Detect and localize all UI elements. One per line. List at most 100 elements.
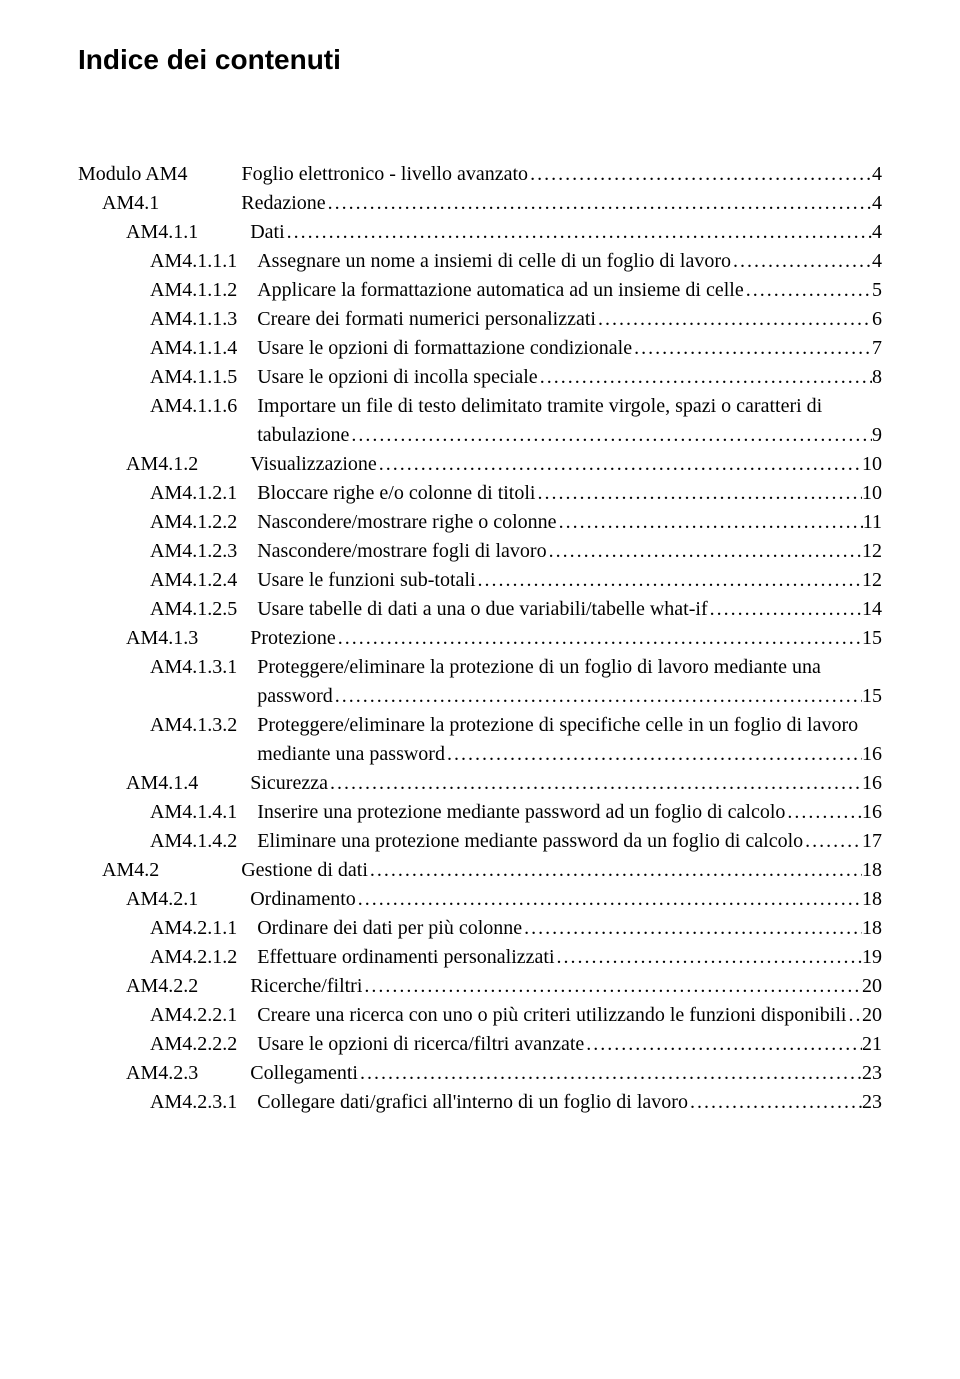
toc-page: 12	[862, 570, 882, 590]
toc-page: 18	[862, 918, 882, 938]
toc-entry: AM4.2.2.2Usare le opzioni di ricerca/fil…	[78, 1034, 882, 1054]
toc-number: AM4.2	[102, 860, 159, 880]
toc-number: AM4.2.3.1	[150, 1092, 237, 1112]
toc-label: Usare le opzioni di ricerca/filtri avanz…	[237, 1034, 584, 1054]
toc-label: Ordinamento	[198, 889, 356, 909]
toc-leader: ........................................…	[528, 164, 872, 184]
toc-label: Foglio elettronico - livello avanzato	[187, 164, 528, 184]
toc-page: 11	[863, 512, 882, 532]
toc-number: AM4.1.2.5	[150, 599, 237, 619]
toc-page: 16	[862, 744, 882, 764]
toc-label: Effettuare ordinamenti personalizzati	[237, 947, 554, 967]
toc-number: Modulo AM4	[78, 164, 187, 184]
toc-page: 20	[862, 976, 882, 996]
toc-page: 4	[872, 164, 882, 184]
toc-label: Assegnare un nome a insiemi di celle di …	[237, 251, 731, 271]
toc-leader: ........................................…	[362, 976, 862, 996]
toc-number: AM4.1.3.2	[150, 715, 237, 735]
toc-label: Usare le funzioni sub-totali	[237, 570, 475, 590]
toc-number: AM4.1.2.3	[150, 541, 237, 561]
toc-label: Sicurezza	[198, 773, 328, 793]
toc-page: 19	[862, 947, 882, 967]
toc-label: Ordinare dei dati per più colonne	[237, 918, 522, 938]
toc-label: Creare dei formati numerici personalizza…	[237, 309, 596, 329]
toc-leader: ........................................…	[557, 512, 863, 532]
toc-entry: AM4.1.3Protezione.......................…	[78, 628, 882, 648]
toc-leader: ........................................…	[349, 425, 872, 445]
toc-label: Usare le opzioni di incolla speciale	[237, 367, 537, 387]
toc-entry: AM4.1.3.2Proteggere/eliminare la protezi…	[78, 715, 882, 735]
toc-page: 23	[862, 1063, 882, 1083]
toc-page: 9	[872, 425, 882, 445]
toc-leader: ........................................…	[328, 773, 862, 793]
toc-entry: AM4.1.1Dati.............................…	[78, 222, 882, 242]
toc-number: AM4.1	[102, 193, 159, 213]
toc-leader: ........................................…	[547, 541, 862, 561]
toc-number: AM4.1.4.2	[150, 831, 237, 851]
table-of-contents: Modulo AM4Foglio elettronico - livello a…	[78, 164, 882, 1112]
toc-label: Nascondere/mostrare righe o colonne	[237, 512, 556, 532]
page-title: Indice dei contenuti	[78, 44, 882, 76]
toc-leader: ........................................…	[846, 1005, 862, 1025]
toc-number: AM4.1.2.2	[150, 512, 237, 532]
toc-page: 14	[862, 599, 882, 619]
toc-leader: ........................................…	[535, 483, 862, 503]
toc-leader: ........................................…	[356, 889, 862, 909]
toc-leader: ........................................…	[744, 280, 872, 300]
toc-number: AM4.1.1.3	[150, 309, 237, 329]
toc-leader: ........................................…	[326, 193, 872, 213]
toc-label: Collegamenti	[198, 1063, 358, 1083]
toc-page: 10	[862, 483, 882, 503]
toc-entry: AM4.1.1.3Creare dei formati numerici per…	[78, 309, 882, 329]
toc-page: 16	[862, 773, 882, 793]
toc-number: AM4.1.1.6	[150, 396, 237, 416]
toc-number: AM4.1.1.5	[150, 367, 237, 387]
toc-label: Collegare dati/grafici all'interno di un…	[237, 1092, 688, 1112]
toc-leader: ........................................…	[377, 454, 862, 474]
toc-entry: AM4.1.4Sicurezza........................…	[78, 773, 882, 793]
toc-leader: ........................................…	[688, 1092, 862, 1112]
toc-label: Bloccare righe e/o colonne di titoli	[237, 483, 535, 503]
toc-page: 17	[862, 831, 882, 851]
toc-page: 12	[862, 541, 882, 561]
toc-label: Ricerche/filtri	[198, 976, 362, 996]
toc-label: Proteggere/eliminare la protezione di un…	[237, 657, 821, 677]
toc-entry: AM4.1.2.3Nascondere/mostrare fogli di la…	[78, 541, 882, 561]
toc-page: 18	[862, 860, 882, 880]
toc-number: AM4.2.1.1	[150, 918, 237, 938]
toc-label: Nascondere/mostrare fogli di lavoro	[237, 541, 546, 561]
toc-entry: AM4.1.1.1Assegnare un nome a insiemi di …	[78, 251, 882, 271]
toc-leader: ........................................…	[803, 831, 862, 851]
toc-leader: ........................................…	[445, 744, 862, 764]
toc-label: Gestione di dati	[159, 860, 368, 880]
toc-label: Protezione	[198, 628, 336, 648]
toc-page: 23	[862, 1092, 882, 1112]
toc-number: AM4.1.4.1	[150, 802, 237, 822]
toc-entry: AM4.1.2Visualizzazione..................…	[78, 454, 882, 474]
toc-number: AM4.1.1.4	[150, 338, 237, 358]
toc-leader: ........................................…	[358, 1063, 862, 1083]
toc-page: 4	[872, 222, 882, 242]
toc-entry: AM4.2.3Collegamenti.....................…	[78, 1063, 882, 1083]
toc-leader: ........................................…	[596, 309, 872, 329]
toc-entry: AM4.0.0.0password.......................…	[78, 686, 882, 706]
toc-number: AM4.1.3	[126, 628, 198, 648]
toc-entry: AM4.1.2.5Usare tabelle di dati a una o d…	[78, 599, 882, 619]
toc-entry: AM4.1.4.1Inserire una protezione mediant…	[78, 802, 882, 822]
toc-page: 7	[872, 338, 882, 358]
toc-entry: AM4.1.1.6Importare un file di testo deli…	[78, 396, 882, 416]
toc-leader: ........................................…	[333, 686, 862, 706]
toc-page: 18	[862, 889, 882, 909]
toc-page: 6	[872, 309, 882, 329]
toc-number: AM4.2.2.1	[150, 1005, 237, 1025]
toc-entry: AM4.0.0.0mediante una password..........…	[78, 744, 882, 764]
toc-entry: AM4.1Redazione..........................…	[78, 193, 882, 213]
toc-leader: ........................................…	[632, 338, 872, 358]
toc-page: 4	[872, 251, 882, 271]
toc-page: 8	[872, 367, 882, 387]
toc-number: AM4.1.2	[126, 454, 198, 474]
toc-entry: AM4.2.1.2Effettuare ordinamenti personal…	[78, 947, 882, 967]
toc-entry: AM4.1.1.2Applicare la formattazione auto…	[78, 280, 882, 300]
toc-entry: AM4.2.2.1Creare una ricerca con uno o pi…	[78, 1005, 882, 1025]
toc-entry: AM4.2.2Ricerche/filtri..................…	[78, 976, 882, 996]
